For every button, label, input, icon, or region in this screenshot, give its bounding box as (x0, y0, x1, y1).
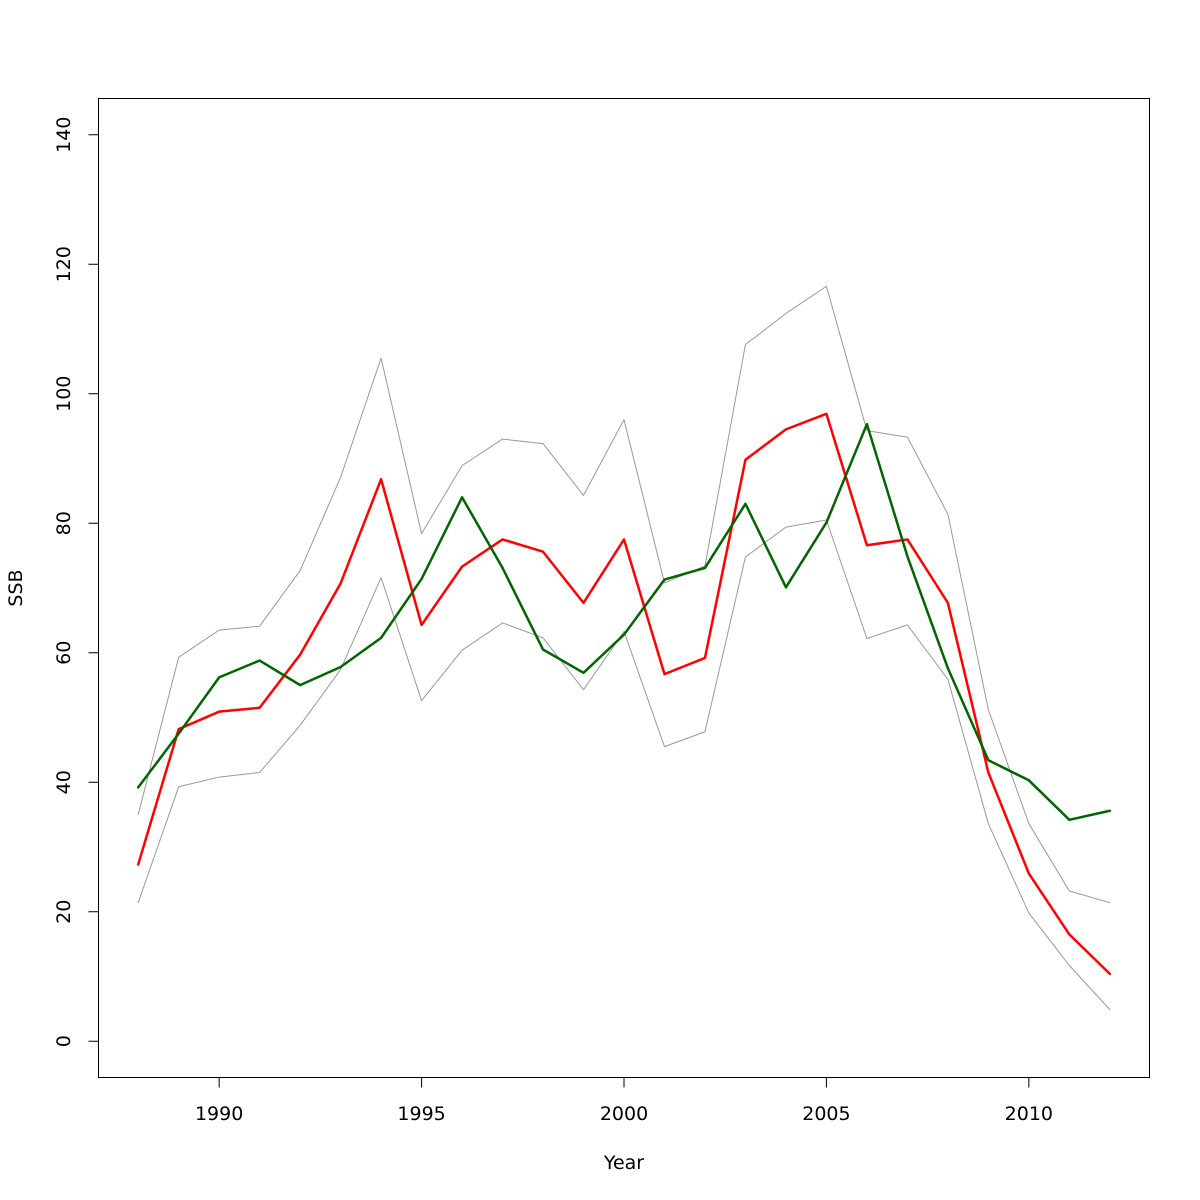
upper-bound-line (137, 285, 1111, 904)
lower-bound-line (137, 519, 1111, 1011)
x-tick-label: 2010 (1005, 1103, 1053, 1125)
x-tick-label: 2000 (600, 1103, 648, 1125)
y-tick-label: 100 (53, 376, 75, 412)
y-tick-label: 140 (53, 117, 75, 153)
y-tick-label: 80 (53, 511, 75, 535)
y-axis-label: SSB (5, 569, 27, 606)
y-tick-label: 40 (53, 770, 75, 794)
y-tick-label: 60 (53, 641, 75, 665)
x-tick-label: 1995 (397, 1103, 445, 1125)
x-tick-label: 1990 (195, 1103, 243, 1125)
y-tick-label: 120 (53, 246, 75, 282)
y-tick-label: 0 (53, 1035, 75, 1047)
plot-frame (98, 98, 1150, 1078)
series-layer (136, 285, 1112, 1011)
green-series-line (136, 422, 1112, 822)
x-axis: 1990 1995 2000 2005 2010 (195, 1077, 1053, 1125)
red-series-line (136, 412, 1112, 976)
x-tick-label: 2005 (802, 1103, 850, 1125)
y-tick-label: 20 (53, 900, 75, 924)
y-axis: 0 20 40 60 80 100 120 140 (53, 117, 99, 1047)
x-axis-label: Year (603, 1152, 644, 1174)
